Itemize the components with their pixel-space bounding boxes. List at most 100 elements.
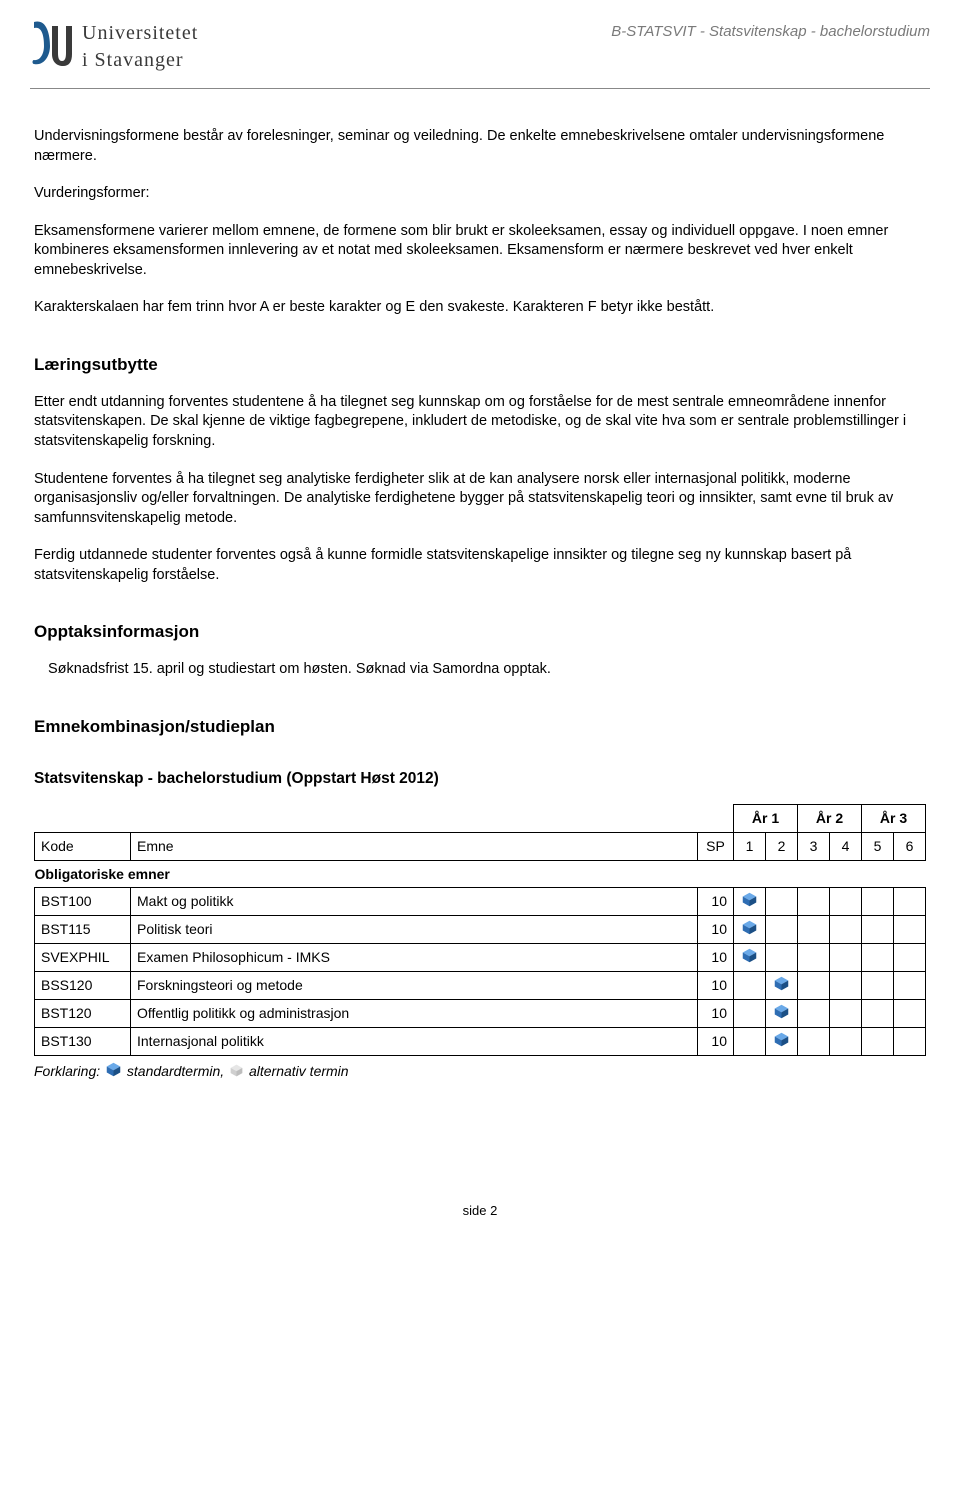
cell-empty [734,999,766,1027]
cell-empty [830,944,862,972]
cell-empty [830,916,862,944]
university-logo-icon [30,20,72,68]
cube-standard-icon [106,1064,121,1080]
cell-empty [894,972,926,1000]
logo-block: Universitetet i Stavanger [30,20,198,74]
cell-empty [830,999,862,1027]
table-row: BST100Makt og politikk10 [35,888,926,916]
document-body: Undervisningsformene består av forelesni… [30,127,930,1082]
cell-kode: BST130 [35,1027,131,1055]
cell-empty [894,1027,926,1055]
col-sem: 1 [734,832,766,860]
cube-standard-icon [774,1004,789,1024]
page-header: Universitetet i Stavanger B-STATSVIT - S… [30,20,930,89]
cube-standard-icon [742,948,757,968]
uni-line2: i Stavanger [82,47,198,74]
table-row: BST130Internasjonal politikk10 [35,1027,926,1055]
paragraph: Søknadsfrist 15. april og studiestart om… [48,660,926,680]
paragraph: Studentene forventes å ha tilegnet seg a… [34,470,926,529]
cell-term-standard [734,916,766,944]
legend-prefix: Forklaring: [34,1063,100,1079]
cell-term-standard [766,1027,798,1055]
year-header: År 2 [798,804,862,832]
cube-standard-icon [774,976,789,996]
cell-sp: 10 [698,944,734,972]
cube-standard-icon [742,920,757,940]
table-row: BST120Offentlig politikk og administrasj… [35,999,926,1027]
cube-standard-icon [774,1032,789,1052]
col-kode: Kode [35,832,131,860]
cube-standard-icon [742,892,757,912]
plan-title: Statsvitenskap - bachelorstudium (Oppsta… [34,769,926,790]
cell-empty [862,972,894,1000]
document-title: B-STATSVIT - Statsvitenskap - bachelorst… [611,20,930,42]
cell-emne: Examen Philosophicum - IMKS [131,944,698,972]
paragraph: Karakterskalaen har fem trinn hvor A er … [34,298,926,318]
cell-empty [798,916,830,944]
col-sem: 6 [894,832,926,860]
page-footer: side 2 [30,1202,930,1220]
legend-alternative: alternativ termin [249,1063,349,1079]
cell-empty [798,1027,830,1055]
cell-sp: 10 [698,999,734,1027]
cell-sp: 10 [698,972,734,1000]
paragraph: Undervisningsformene består av forelesni… [34,127,926,166]
col-sem: 3 [798,832,830,860]
cell-empty [766,944,798,972]
cell-empty [862,1027,894,1055]
paragraph-label: Vurderingsformer: [34,184,926,204]
cell-empty [734,972,766,1000]
table-row: BST115Politisk teori10 [35,916,926,944]
cell-emne: Internasjonal politikk [131,1027,698,1055]
section-heading-plan: Emnekombinasjon/studieplan [34,716,926,739]
cell-empty [798,972,830,1000]
table-legend: Forklaring: standardtermin, alternativ t… [34,1056,926,1082]
cell-term-standard [766,972,798,1000]
cell-kode: BST100 [35,888,131,916]
cell-sp: 10 [698,1027,734,1055]
paragraph: Ferdig utdannede studenter forventes ogs… [34,546,926,585]
section-heading-admission: Opptaksinformasjon [34,621,926,644]
cell-term-standard [734,888,766,916]
table-row: BSS120Forskningsteori og metode10 [35,972,926,1000]
cell-empty [894,999,926,1027]
paragraph: Eksamensformene varierer mellom emnene, … [34,222,926,281]
cell-empty [766,888,798,916]
cell-emne: Makt og politikk [131,888,698,916]
cell-empty [830,972,862,1000]
cell-empty [894,916,926,944]
cell-sp: 10 [698,916,734,944]
cell-term-standard [734,944,766,972]
cell-kode: BST115 [35,916,131,944]
cell-kode: BST120 [35,999,131,1027]
cell-empty [862,999,894,1027]
legend-standard: standardtermin, [127,1063,224,1079]
cell-empty [766,916,798,944]
cell-empty [894,944,926,972]
cell-empty [830,888,862,916]
uni-line1: Universitetet [82,20,198,47]
col-emne: Emne [131,832,698,860]
cell-empty [798,999,830,1027]
cell-empty [798,888,830,916]
cell-empty [862,944,894,972]
university-name: Universitetet i Stavanger [82,20,198,74]
year-header: År 1 [734,804,798,832]
cube-alternative-icon [230,1064,243,1080]
cell-emne: Politisk teori [131,916,698,944]
table-row: SVEXPHILExamen Philosophicum - IMKS10 [35,944,926,972]
section-heading-learning: Læringsutbytte [34,354,926,377]
cell-empty [862,916,894,944]
cell-empty [734,1027,766,1055]
cell-kode: SVEXPHIL [35,944,131,972]
year-header: År 3 [862,804,926,832]
cell-term-standard [766,999,798,1027]
cell-sp: 10 [698,888,734,916]
col-sp: SP [698,832,734,860]
col-sem: 2 [766,832,798,860]
paragraph: Etter endt utdanning forventes studenten… [34,393,926,452]
cell-emne: Forskningsteori og metode [131,972,698,1000]
cell-empty [830,1027,862,1055]
cell-empty [862,888,894,916]
study-plan-table: År 1År 2År 3KodeEmneSP123456Obligatorisk… [34,804,926,1082]
